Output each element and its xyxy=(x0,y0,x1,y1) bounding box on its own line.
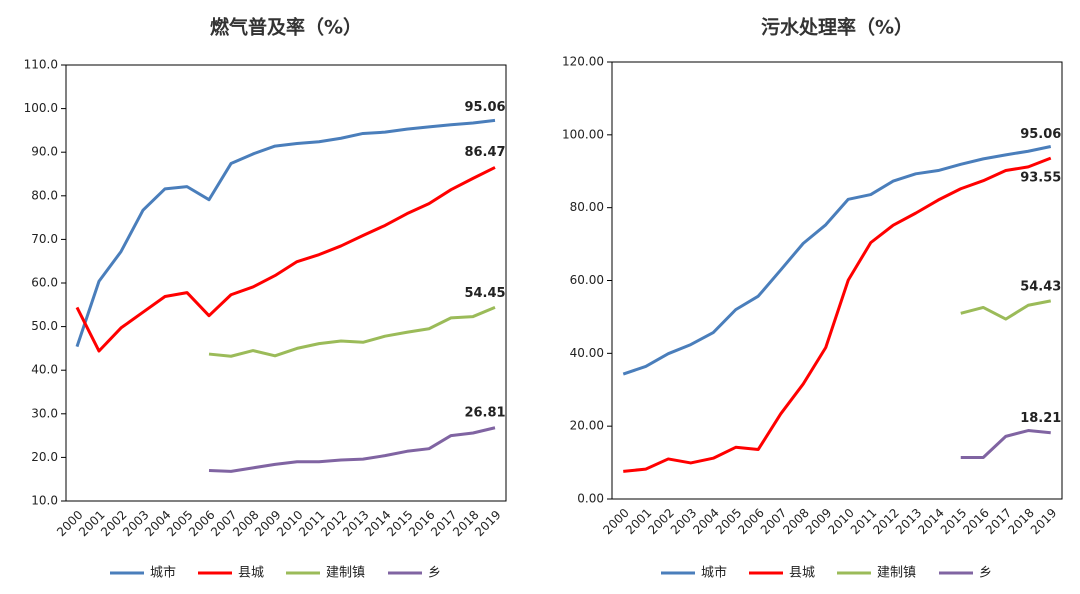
series-line xyxy=(208,306,496,358)
y-tick-label: 80.0 xyxy=(31,188,58,202)
annotation: 54.45 xyxy=(464,286,505,301)
series-line xyxy=(960,299,1052,321)
y-tick-label: 90.0 xyxy=(31,145,58,159)
annotation: 95.06 xyxy=(1020,127,1061,142)
legend-label: 建制镇 xyxy=(326,566,365,581)
y-tick-label: 110.0 xyxy=(24,58,58,72)
legend-label: 县城 xyxy=(238,566,264,581)
y-tick-label: 50.0 xyxy=(31,319,58,333)
y-tick-label: 120.00 xyxy=(562,55,604,69)
y-tick-label: 100.0 xyxy=(24,101,58,115)
y-tick-label: 20.00 xyxy=(570,419,604,433)
legend-label: 乡 xyxy=(428,566,441,581)
legend-label: 乡 xyxy=(979,566,992,581)
y-tick-label: 0.00 xyxy=(577,492,604,506)
y-tick-label: 60.0 xyxy=(31,276,58,290)
annotation: 18.21 xyxy=(1020,411,1061,426)
x-tick-label: 2019 xyxy=(472,508,503,539)
series-line xyxy=(960,429,1051,459)
annotation: 54.43 xyxy=(1020,279,1061,294)
y-tick-label: 100.00 xyxy=(562,127,604,141)
x-tick-label: 2019 xyxy=(1028,506,1059,537)
chart-title: 燃气普及率（%） xyxy=(210,16,362,39)
legend-label: 县城 xyxy=(789,566,815,581)
y-tick-label: 30.0 xyxy=(31,406,58,420)
series-line xyxy=(623,156,1052,473)
y-tick-label: 60.00 xyxy=(570,273,604,287)
series-line xyxy=(622,145,1052,376)
plot-frame xyxy=(611,61,1063,500)
y-tick-label: 80.00 xyxy=(570,200,604,214)
series-line xyxy=(208,426,496,473)
chart-title: 污水处理率（%） xyxy=(761,16,913,39)
legend-label: 城市 xyxy=(150,565,176,581)
series-line xyxy=(75,166,496,353)
y-tick-label: 20.0 xyxy=(31,450,58,464)
legend-label: 建制镇 xyxy=(877,566,916,581)
annotation: 95.06 xyxy=(464,100,505,115)
y-tick-label: 40.00 xyxy=(570,346,604,360)
plot-frame xyxy=(65,64,507,502)
annotation: 86.47 xyxy=(464,145,505,160)
y-tick-label: 40.0 xyxy=(31,363,58,377)
annotation: 93.55 xyxy=(1020,171,1061,186)
y-tick-label: 10.0 xyxy=(31,494,58,508)
series-line xyxy=(75,118,496,348)
annotation: 26.81 xyxy=(464,405,505,420)
legend-label: 城市 xyxy=(701,565,727,581)
y-tick-label: 70.0 xyxy=(31,232,58,246)
